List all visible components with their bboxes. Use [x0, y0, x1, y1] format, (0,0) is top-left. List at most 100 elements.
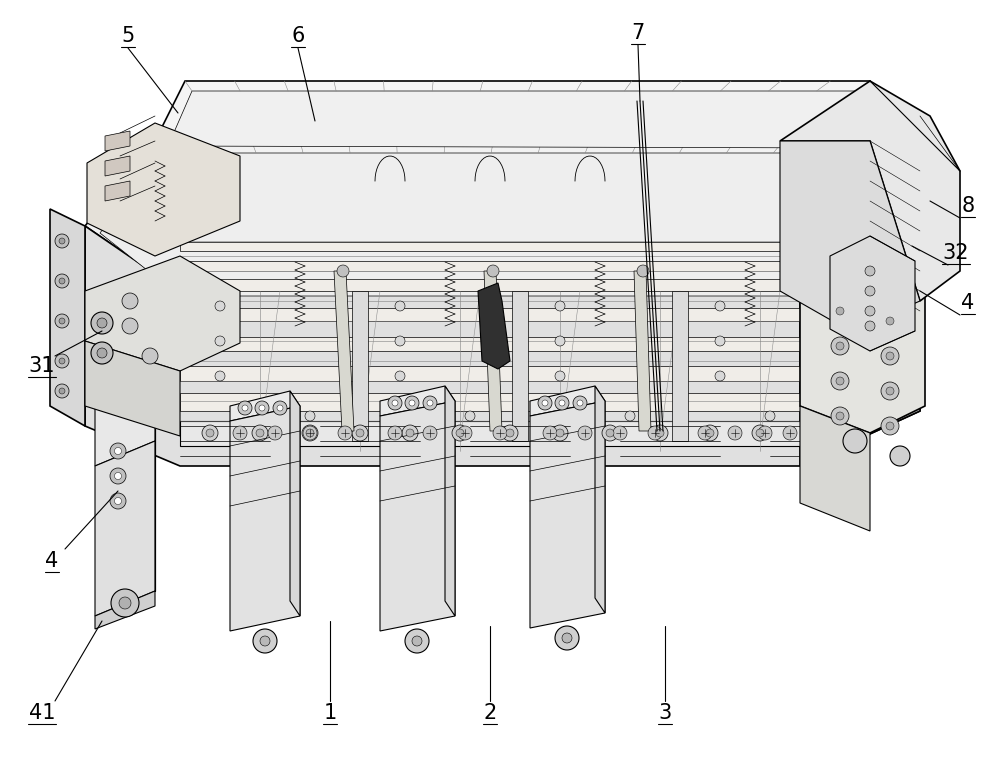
Circle shape [352, 425, 368, 441]
Text: 8: 8 [961, 196, 975, 216]
Circle shape [356, 429, 364, 437]
Circle shape [886, 387, 894, 395]
Circle shape [562, 633, 572, 643]
Circle shape [412, 636, 422, 646]
Polygon shape [85, 256, 240, 371]
Circle shape [59, 318, 65, 324]
Circle shape [206, 429, 214, 437]
Polygon shape [180, 242, 800, 251]
Circle shape [458, 426, 472, 440]
Circle shape [728, 426, 742, 440]
Circle shape [606, 429, 614, 437]
Circle shape [215, 301, 225, 311]
Circle shape [881, 417, 899, 435]
Circle shape [506, 429, 514, 437]
Circle shape [831, 337, 849, 355]
Polygon shape [530, 401, 605, 628]
Polygon shape [85, 141, 920, 291]
Polygon shape [830, 236, 915, 351]
Circle shape [402, 425, 418, 441]
Circle shape [577, 400, 583, 406]
Text: 2: 2 [483, 703, 497, 723]
Circle shape [55, 274, 69, 288]
Circle shape [456, 429, 464, 437]
Circle shape [559, 400, 565, 406]
Polygon shape [800, 406, 870, 531]
Text: 31: 31 [29, 356, 55, 376]
Circle shape [242, 405, 248, 411]
Polygon shape [380, 401, 455, 631]
Circle shape [427, 400, 433, 406]
Circle shape [890, 446, 910, 466]
Circle shape [487, 265, 499, 277]
Circle shape [388, 396, 402, 410]
Circle shape [303, 426, 317, 440]
Circle shape [122, 318, 138, 334]
Circle shape [395, 371, 405, 381]
Polygon shape [180, 393, 800, 411]
Circle shape [55, 354, 69, 368]
Circle shape [260, 636, 270, 646]
Circle shape [119, 597, 131, 609]
Polygon shape [780, 141, 920, 331]
Circle shape [555, 336, 565, 346]
Circle shape [273, 401, 287, 415]
Circle shape [886, 317, 894, 325]
Circle shape [881, 382, 899, 400]
Circle shape [758, 426, 772, 440]
Circle shape [59, 388, 65, 394]
Circle shape [555, 301, 565, 311]
Circle shape [836, 377, 844, 385]
Circle shape [831, 372, 849, 390]
Text: 41: 41 [29, 703, 55, 723]
Polygon shape [105, 131, 130, 151]
Circle shape [302, 425, 318, 441]
Circle shape [836, 412, 844, 420]
Polygon shape [95, 591, 155, 629]
Circle shape [423, 426, 437, 440]
Text: 7: 7 [631, 23, 645, 43]
Circle shape [114, 473, 122, 480]
Circle shape [465, 411, 475, 421]
Circle shape [110, 493, 126, 509]
Polygon shape [530, 386, 605, 416]
Polygon shape [105, 181, 130, 201]
Circle shape [91, 312, 113, 334]
Circle shape [715, 301, 725, 311]
Polygon shape [478, 283, 510, 369]
Text: 6: 6 [291, 26, 305, 46]
Circle shape [233, 426, 247, 440]
Circle shape [538, 396, 552, 410]
Circle shape [502, 425, 518, 441]
Circle shape [392, 400, 398, 406]
Circle shape [886, 422, 894, 430]
Text: 32: 32 [943, 243, 969, 263]
Circle shape [881, 347, 899, 365]
Polygon shape [445, 386, 455, 616]
Circle shape [423, 396, 437, 410]
Circle shape [625, 411, 635, 421]
Circle shape [752, 425, 768, 441]
Circle shape [405, 629, 429, 653]
Circle shape [59, 238, 65, 244]
Text: 5: 5 [121, 26, 135, 46]
Circle shape [698, 426, 712, 440]
Circle shape [702, 425, 718, 441]
Circle shape [493, 426, 507, 440]
Polygon shape [800, 251, 920, 466]
Polygon shape [87, 123, 240, 256]
Circle shape [97, 348, 107, 358]
Circle shape [765, 411, 775, 421]
Circle shape [202, 425, 218, 441]
Circle shape [715, 336, 725, 346]
Circle shape [55, 234, 69, 248]
Circle shape [783, 426, 797, 440]
Circle shape [252, 425, 268, 441]
Circle shape [259, 405, 265, 411]
Circle shape [255, 401, 269, 415]
Circle shape [122, 293, 138, 309]
Circle shape [305, 411, 315, 421]
Circle shape [756, 429, 764, 437]
Circle shape [865, 306, 875, 316]
Circle shape [886, 352, 894, 360]
